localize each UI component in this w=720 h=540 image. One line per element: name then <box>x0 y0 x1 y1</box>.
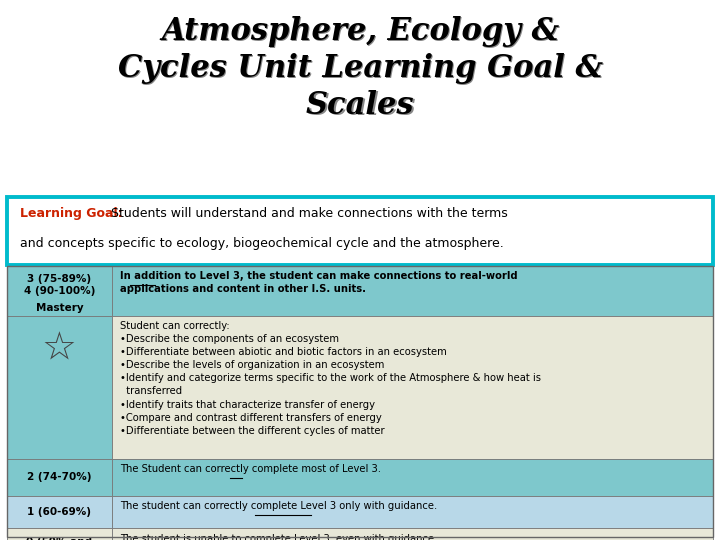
Text: Student can correctly:
•Describe the components of an ecosystem
•Differentiate b: Student can correctly: •Describe the com… <box>120 321 541 436</box>
Text: Atmosphere, Ecology &
Cycles Unit Learning Goal &
Scales: Atmosphere, Ecology & Cycles Unit Learni… <box>119 17 604 122</box>
Text: 3 (75-89%): 3 (75-89%) <box>27 273 91 284</box>
Bar <box>7 316 112 459</box>
Text: Students will understand and make connections with the terms: Students will understand and make connec… <box>103 207 508 220</box>
Text: The Student can correctly complete most of Level 3.: The Student can correctly complete most … <box>120 464 382 475</box>
Text: 2 (74-70%): 2 (74-70%) <box>27 472 91 482</box>
Bar <box>112 496 713 528</box>
Text: The student can correctly complete Level 3 only with guidance.: The student can correctly complete Level… <box>120 501 438 511</box>
Text: ☆: ☆ <box>42 329 77 367</box>
Bar <box>112 528 713 540</box>
Text: Mastery: Mastery <box>35 303 84 313</box>
Bar <box>7 197 713 265</box>
Text: 1 (60-69%): 1 (60-69%) <box>27 507 91 517</box>
Bar <box>7 496 112 528</box>
Text: 0 (59% and
below): 0 (59% and below) <box>27 537 92 540</box>
Text: The student is unable to complete Level 3, even with guidance.: The student is unable to complete Level … <box>120 534 438 540</box>
Text: and concepts specific to ecology, biogeochemical cycle and the atmosphere.: and concepts specific to ecology, biogeo… <box>20 237 504 249</box>
Text: Learning Goal:: Learning Goal: <box>20 207 123 220</box>
Bar <box>7 266 713 537</box>
Bar <box>112 266 713 316</box>
Bar <box>7 528 112 540</box>
Bar <box>112 316 713 459</box>
Bar <box>112 459 713 496</box>
Bar <box>7 459 112 496</box>
Text: In addition to Level 3, the student can make connections to real-world
applicati: In addition to Level 3, the student can … <box>120 271 518 294</box>
Text: Atmosphere, Ecology &
Cycles Unit Learning Goal &
Scales: Atmosphere, Ecology & Cycles Unit Learni… <box>117 16 603 121</box>
Bar <box>7 266 112 316</box>
Text: 4 (90-100%): 4 (90-100%) <box>24 286 95 296</box>
